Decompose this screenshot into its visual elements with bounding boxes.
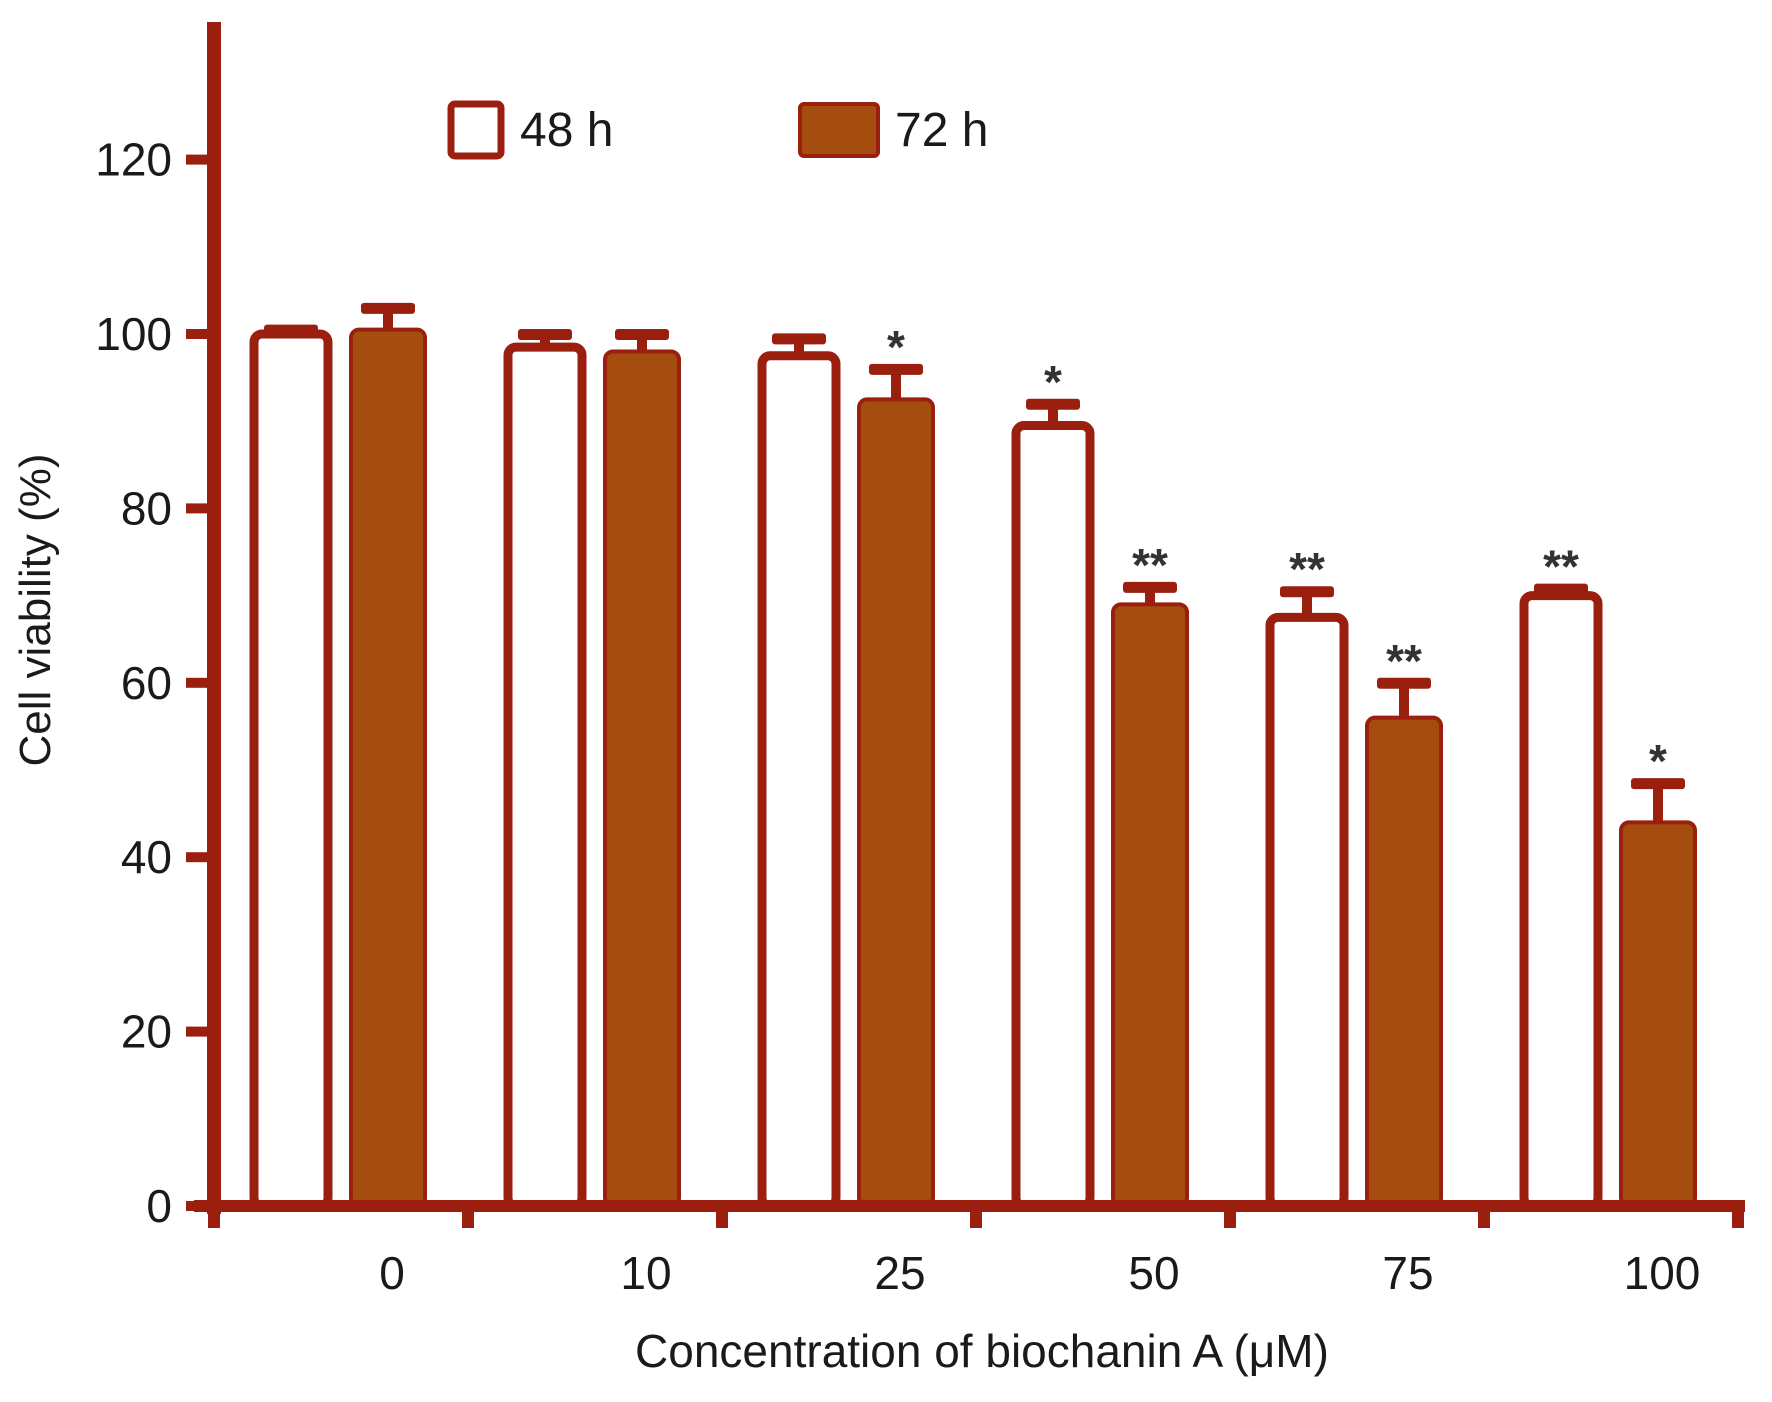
legend-swatch-72h	[798, 102, 880, 158]
x-tick-label: 100	[1624, 1247, 1701, 1299]
error-bar-cap	[361, 302, 415, 314]
legend-label: 48 h	[520, 104, 613, 157]
y-tick-label: 60	[121, 657, 172, 709]
bar-48h-75	[1265, 612, 1349, 1211]
significance-marker: *	[1649, 735, 1667, 787]
bar-48h-10	[503, 342, 587, 1211]
y-tick	[186, 154, 214, 165]
significance-marker: **	[1289, 543, 1325, 595]
y-tick-label: 20	[121, 1006, 172, 1058]
x-tick-label: 50	[1128, 1247, 1179, 1299]
x-tick	[1478, 1206, 1490, 1228]
bar-48h-25	[757, 351, 841, 1211]
y-tick-label: 40	[121, 831, 172, 883]
x-tick-label: 10	[620, 1247, 671, 1299]
y-tick	[186, 1026, 214, 1037]
error-bar-cap	[615, 329, 669, 340]
bar-72h-50	[1111, 602, 1189, 1208]
x-tick	[462, 1206, 474, 1228]
y-tick	[186, 329, 214, 339]
y-tick	[186, 852, 214, 863]
y-tick	[186, 677, 214, 688]
x-tick-label: 75	[1382, 1247, 1433, 1299]
x-tick	[1224, 1206, 1236, 1228]
x-tick	[1732, 1206, 1744, 1228]
bars-layer: *** ********	[249, 302, 1697, 1211]
x-tick	[970, 1206, 982, 1228]
x-tick	[208, 1206, 220, 1228]
x-tick-label: 0	[379, 1247, 405, 1299]
labels-layer: Cell viability (%) Concentration of bioc…	[11, 454, 1329, 1377]
x-tick-label: 25	[874, 1247, 925, 1299]
bar-48h-50	[1011, 421, 1095, 1211]
x-axis-line	[194, 1200, 1745, 1212]
significance-marker: **	[1132, 539, 1168, 591]
error-bar-cap	[1377, 677, 1431, 689]
y-tick-label: 0	[146, 1180, 172, 1232]
axes-layer: 0 20 40 60 80 100 120 0 10 25 50 75 100	[95, 22, 1745, 1299]
x-axis-label: Concentration of biochanin A (μM)	[635, 1325, 1329, 1377]
error-bar-cap	[518, 329, 572, 340]
bar-72h-0	[349, 327, 427, 1208]
bar-72h-10	[603, 349, 681, 1208]
y-tick	[186, 503, 214, 514]
error-bar-cap	[1631, 778, 1685, 790]
y-tick-label: 100	[95, 308, 172, 360]
y-axis-line	[207, 22, 221, 1214]
legend: 48 h 72 h	[447, 100, 988, 160]
significance-marker: **	[1386, 635, 1422, 687]
error-bar-cap	[1026, 398, 1080, 410]
y-tick	[186, 1201, 214, 1211]
significance-marker: *	[887, 321, 905, 373]
legend-swatch-48h	[447, 100, 505, 160]
y-axis-label: Cell viability (%)	[11, 454, 60, 767]
bar-72h-100	[1619, 820, 1697, 1208]
y-tick-label: 80	[121, 482, 172, 534]
significance-marker: *	[1044, 356, 1062, 408]
bar-72h-75	[1365, 715, 1443, 1208]
bar-72h-25	[857, 397, 935, 1208]
x-tick	[716, 1206, 728, 1228]
significance-marker: **	[1543, 541, 1579, 593]
error-bar-cap	[1280, 586, 1334, 598]
legend-label: 72 h	[895, 104, 988, 157]
y-tick-label: 120	[95, 134, 172, 186]
error-bar-cap	[869, 363, 923, 375]
bar-48h-100	[1519, 591, 1603, 1211]
bar-48h-0	[249, 329, 333, 1211]
error-bar-cap	[1123, 581, 1177, 593]
error-bar-cap	[772, 333, 826, 345]
